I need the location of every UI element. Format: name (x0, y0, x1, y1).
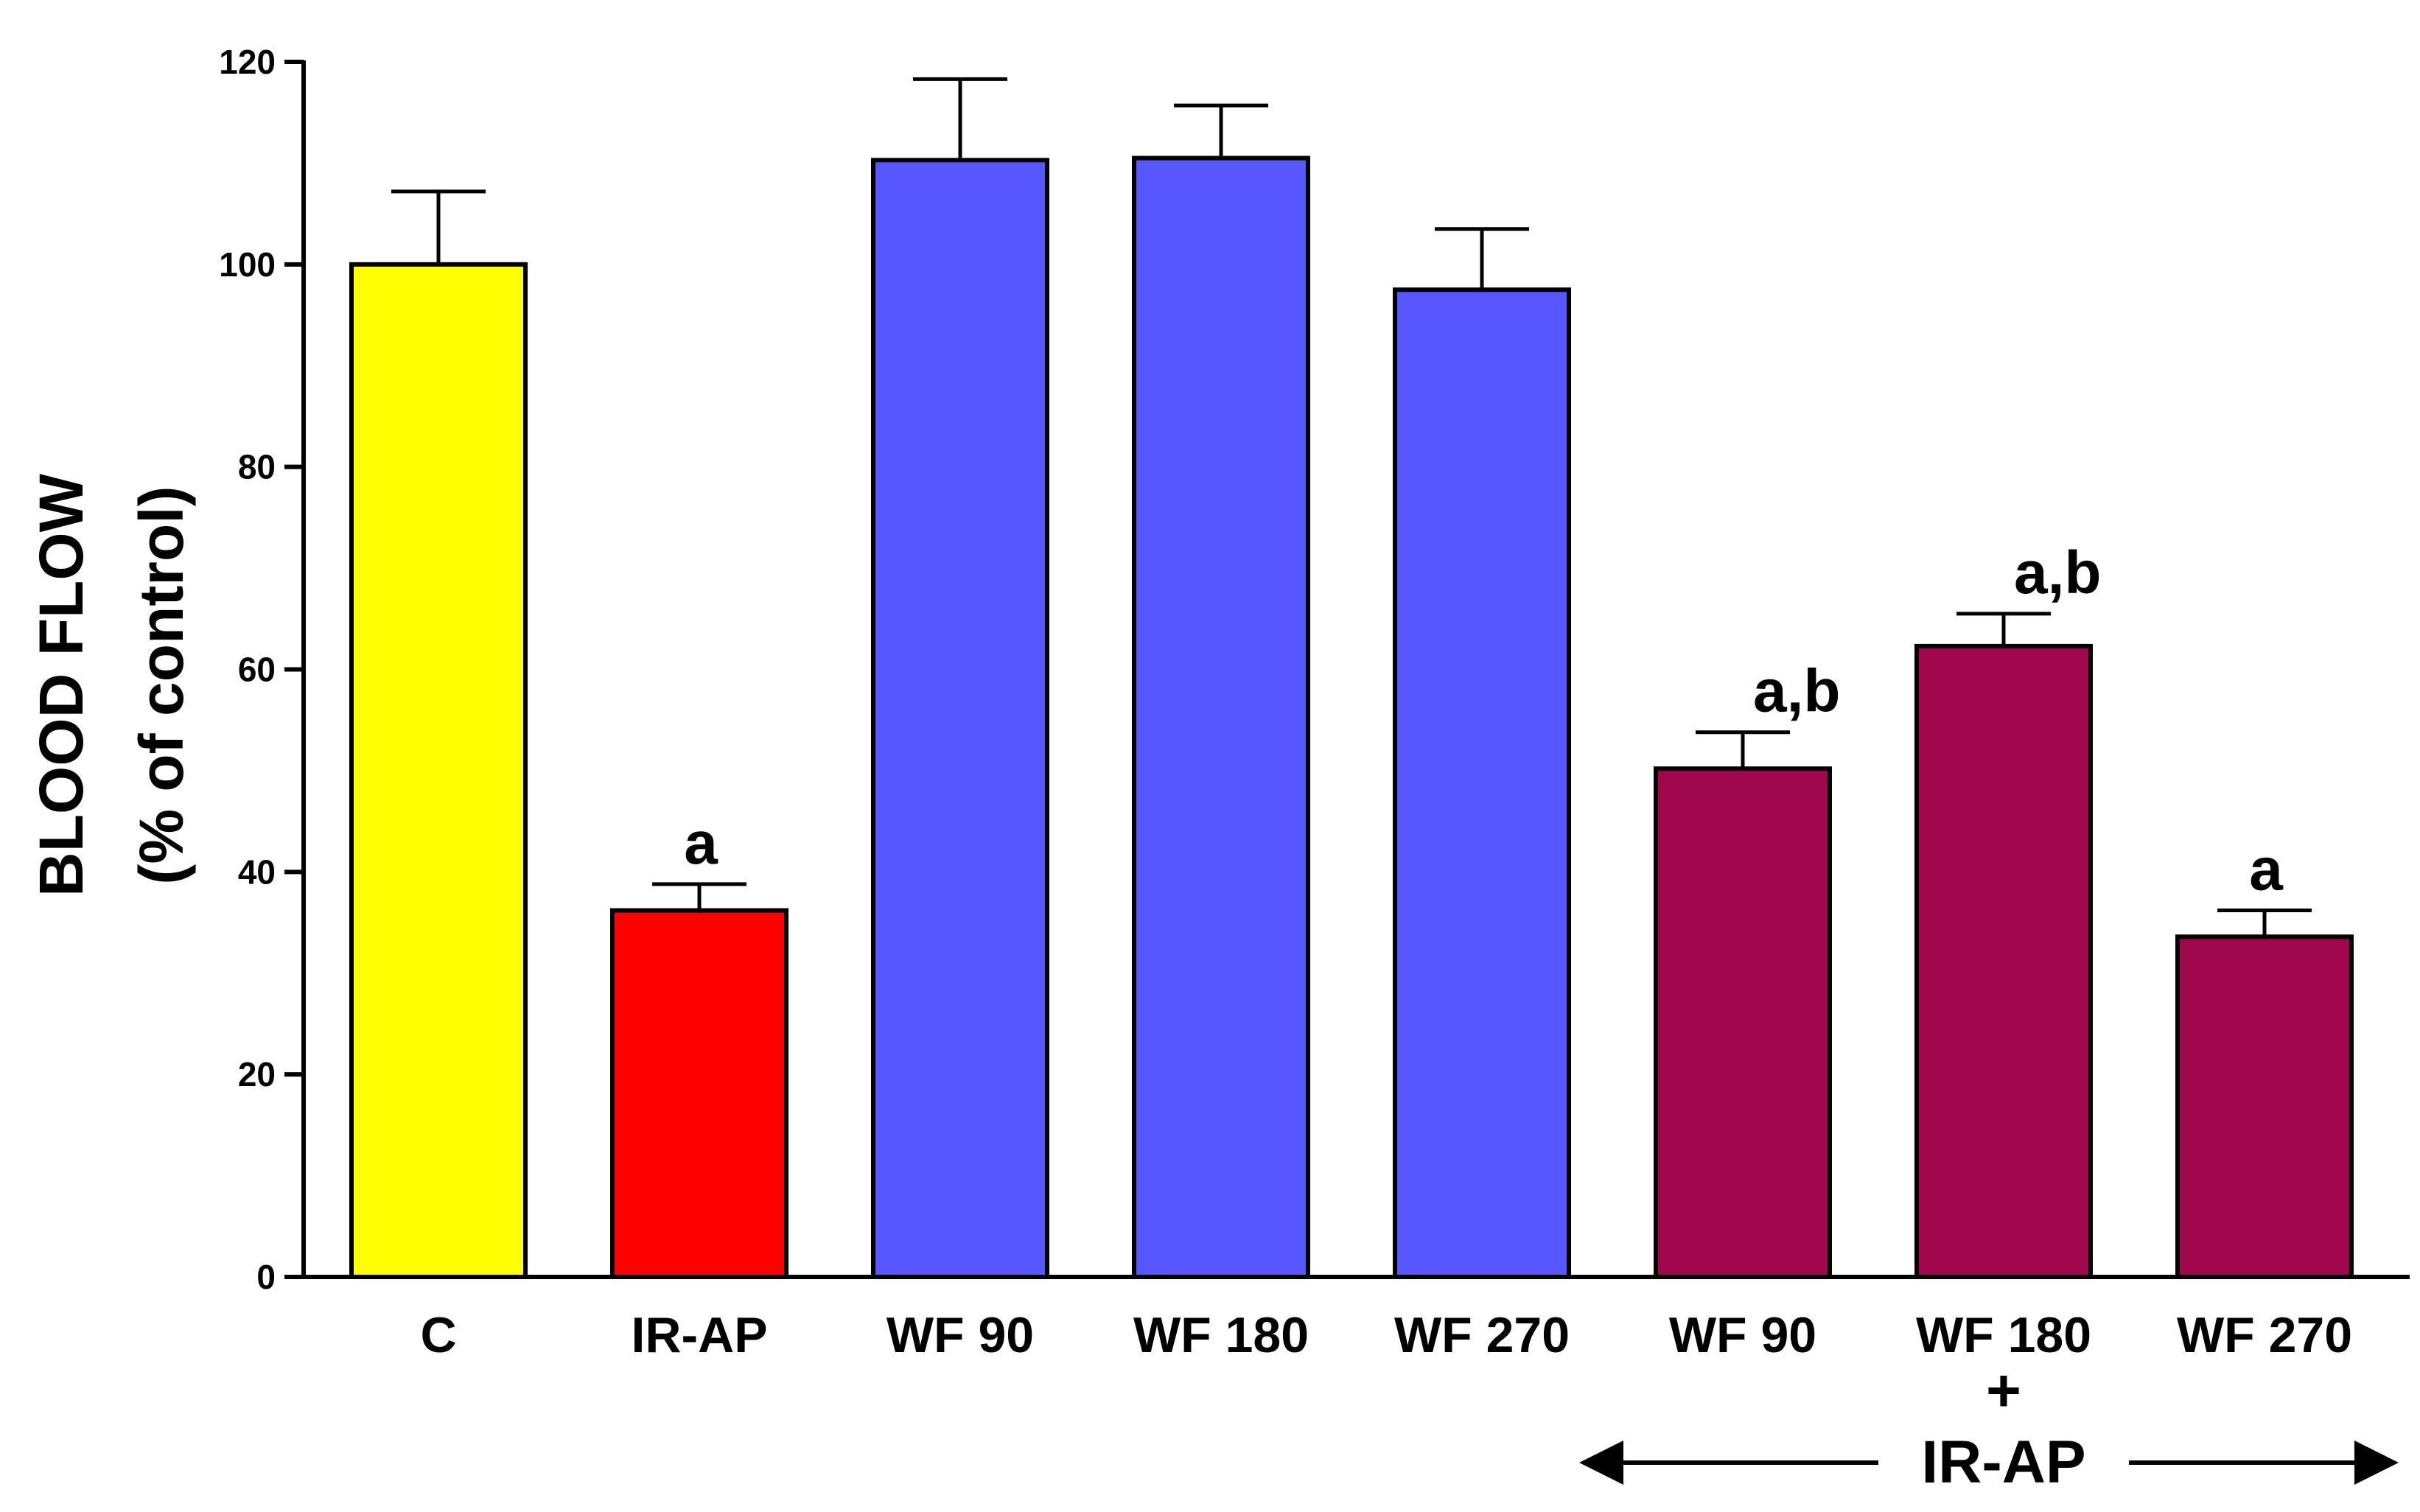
y-axis-ticks: 0 20 40 60 80 100 120 (219, 43, 304, 1296)
x-tick-label: WF 180 (1916, 1307, 2091, 1363)
y-axis-sublabel: (% of control) (127, 486, 196, 884)
x-tick-label: WF 270 (1394, 1307, 1570, 1363)
bar (1132, 155, 1310, 1280)
bar (1393, 287, 1571, 1279)
x-axis-labels: C IR-AP WF 90 WF 180 WF 270 WF 90 WF 180 WF 270 (420, 1307, 2352, 1363)
y-tick-label: 120 (219, 43, 276, 81)
bars: a a,b a,b a (349, 77, 2354, 1280)
x-tick-label: C (420, 1307, 456, 1363)
group-annotation: + IR-AP (1579, 1357, 2399, 1496)
significance-label: a (684, 810, 718, 877)
bar (871, 158, 1049, 1279)
y-tick-label: 0 (256, 1258, 276, 1296)
x-tick-label: WF 270 (2177, 1307, 2352, 1363)
significance-label: a,b (2014, 539, 2101, 606)
bar (1654, 766, 1832, 1279)
x-tick-label: WF 180 (1133, 1307, 1309, 1363)
group-label: IR-AP (1921, 1429, 2085, 1496)
y-tick-label: 40 (238, 853, 276, 891)
bar (610, 908, 788, 1279)
group-plus-sign: + (1986, 1357, 2021, 1424)
bar (349, 262, 528, 1279)
y-tick-label: 60 (238, 651, 276, 689)
y-axis-title: BLOOD FLOW (% of control) (27, 473, 196, 897)
x-tick-label: WF 90 (886, 1307, 1034, 1363)
x-tick-label: IR-AP (631, 1307, 767, 1363)
significance-label: a (2249, 836, 2284, 903)
y-tick-label: 100 (219, 245, 276, 284)
y-axis-label: BLOOD FLOW (27, 473, 96, 897)
y-tick-label: 80 (238, 448, 276, 486)
significance-label: a,b (1753, 658, 1840, 725)
x-tick-label: WF 90 (1669, 1307, 1816, 1363)
y-tick-label: 20 (238, 1055, 276, 1093)
bar (2175, 934, 2354, 1280)
bar (1914, 643, 2093, 1279)
